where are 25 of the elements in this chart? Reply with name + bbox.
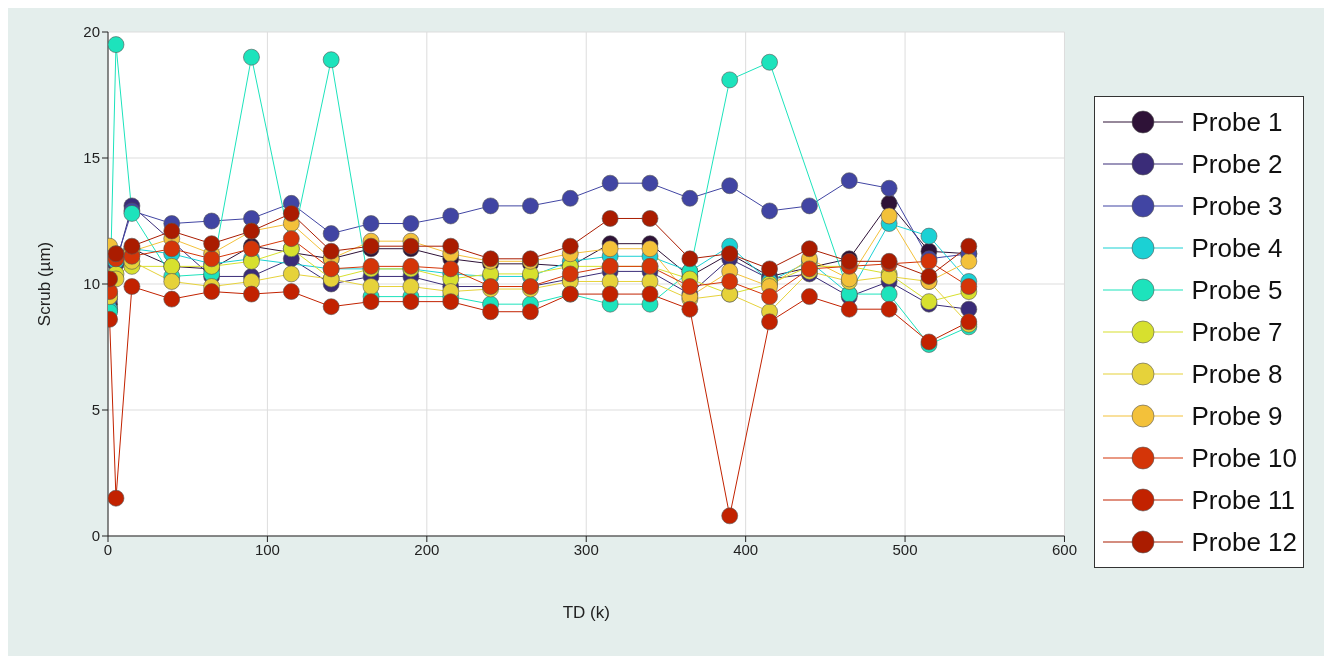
legend-label: Probe 8 — [1191, 358, 1283, 390]
legend-label: Probe 4 — [1191, 232, 1283, 264]
x-tick-label: 500 — [892, 540, 918, 558]
x-tick-label: 600 — [1051, 540, 1077, 558]
x-tick-label: 200 — [414, 540, 440, 558]
legend-label: Probe 5 — [1191, 274, 1283, 306]
legend-label: Probe 9 — [1191, 400, 1283, 432]
legend-label: Probe 11 — [1191, 484, 1296, 516]
legend-label: Probe 1 — [1191, 106, 1283, 138]
legend-label: Probe 3 — [1191, 190, 1283, 222]
y-tick-label: 15 — [83, 149, 100, 167]
x-tick-label: 300 — [573, 540, 599, 558]
x-axis-title: TD (k) — [562, 603, 610, 623]
y-tick-label: 0 — [91, 527, 100, 545]
legend-label: Probe 7 — [1191, 316, 1283, 348]
y-tick-label: 20 — [83, 23, 100, 41]
x-tick-label: 0 — [103, 540, 113, 558]
y-tick-label: 5 — [91, 401, 100, 419]
x-tick-label: 400 — [733, 540, 759, 558]
y-tick-label: 10 — [83, 275, 100, 293]
legend-label: Probe 10 — [1191, 442, 1297, 474]
legend-label: Probe 12 — [1191, 526, 1297, 558]
legend-label: Probe 2 — [1191, 148, 1283, 180]
x-tick-label: 100 — [254, 540, 280, 558]
y-axis-title: Scrub (µm) — [35, 241, 55, 327]
